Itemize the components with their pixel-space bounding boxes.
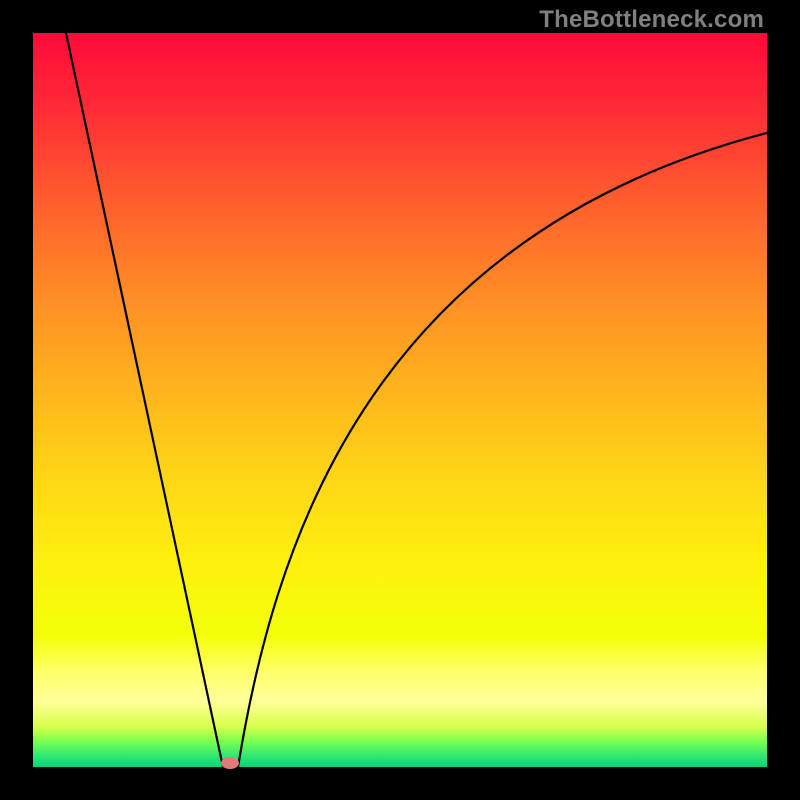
watermark-text: TheBottleneck.com	[539, 6, 764, 34]
bottleneck-curve	[66, 33, 767, 767]
optimum-marker	[221, 757, 239, 769]
curve-svg	[33, 33, 767, 767]
plot-area	[33, 33, 767, 767]
